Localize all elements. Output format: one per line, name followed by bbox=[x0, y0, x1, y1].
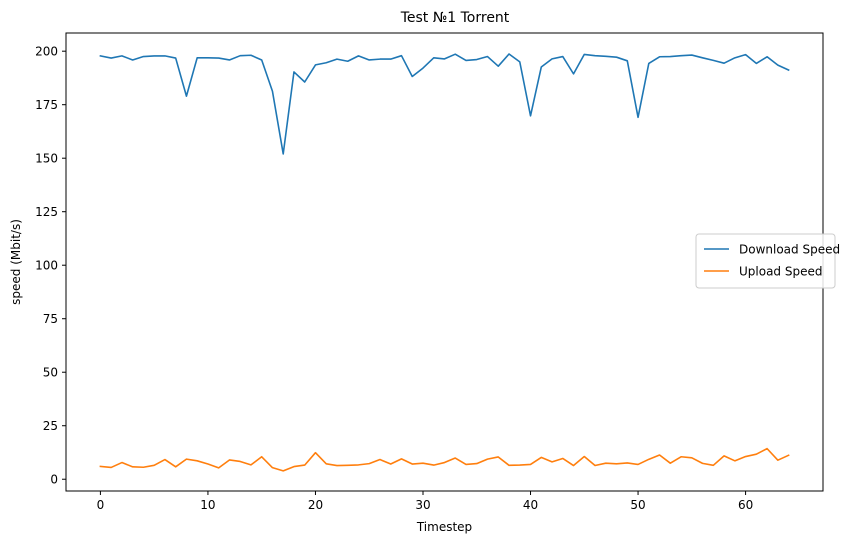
plot-lines bbox=[99, 53, 790, 472]
y-tick-label: 0 bbox=[50, 473, 58, 487]
x-axis: 0 10 20 30 40 50 60 bbox=[97, 491, 753, 512]
y-axis: 0 25 50 75 100 125 150 175 200 bbox=[35, 45, 66, 487]
y-tick-label: 175 bbox=[35, 98, 58, 112]
legend-box bbox=[695, 233, 836, 289]
x-tick-label: 20 bbox=[308, 498, 323, 512]
legend-label: Download Speed bbox=[739, 243, 840, 257]
y-tick-label: 50 bbox=[43, 366, 58, 380]
y-tick-label: 200 bbox=[35, 45, 58, 59]
chart-title: Test №1 Torrent bbox=[400, 10, 510, 26]
x-tick-label: 50 bbox=[630, 498, 645, 512]
x-tick-label: 0 bbox=[97, 498, 105, 512]
y-tick-label: 100 bbox=[35, 259, 58, 273]
legend: Download Speed Upload Speed bbox=[695, 233, 840, 289]
x-tick-label: 30 bbox=[415, 498, 430, 512]
y-axis-label: speed (Mbit/s) bbox=[9, 219, 23, 305]
y-tick-label: 25 bbox=[43, 419, 58, 433]
legend-label: Upload Speed bbox=[739, 265, 822, 279]
y-tick-label: 150 bbox=[35, 152, 58, 166]
x-tick-label: 40 bbox=[523, 498, 538, 512]
x-tick-label: 60 bbox=[738, 498, 753, 512]
series-line-upload-speed bbox=[99, 447, 790, 472]
x-axis-label: Timestep bbox=[416, 520, 472, 534]
y-tick-label: 75 bbox=[43, 312, 58, 326]
series-line-download-speed bbox=[99, 53, 790, 155]
y-tick-label: 125 bbox=[35, 205, 58, 219]
x-tick-label: 10 bbox=[200, 498, 215, 512]
